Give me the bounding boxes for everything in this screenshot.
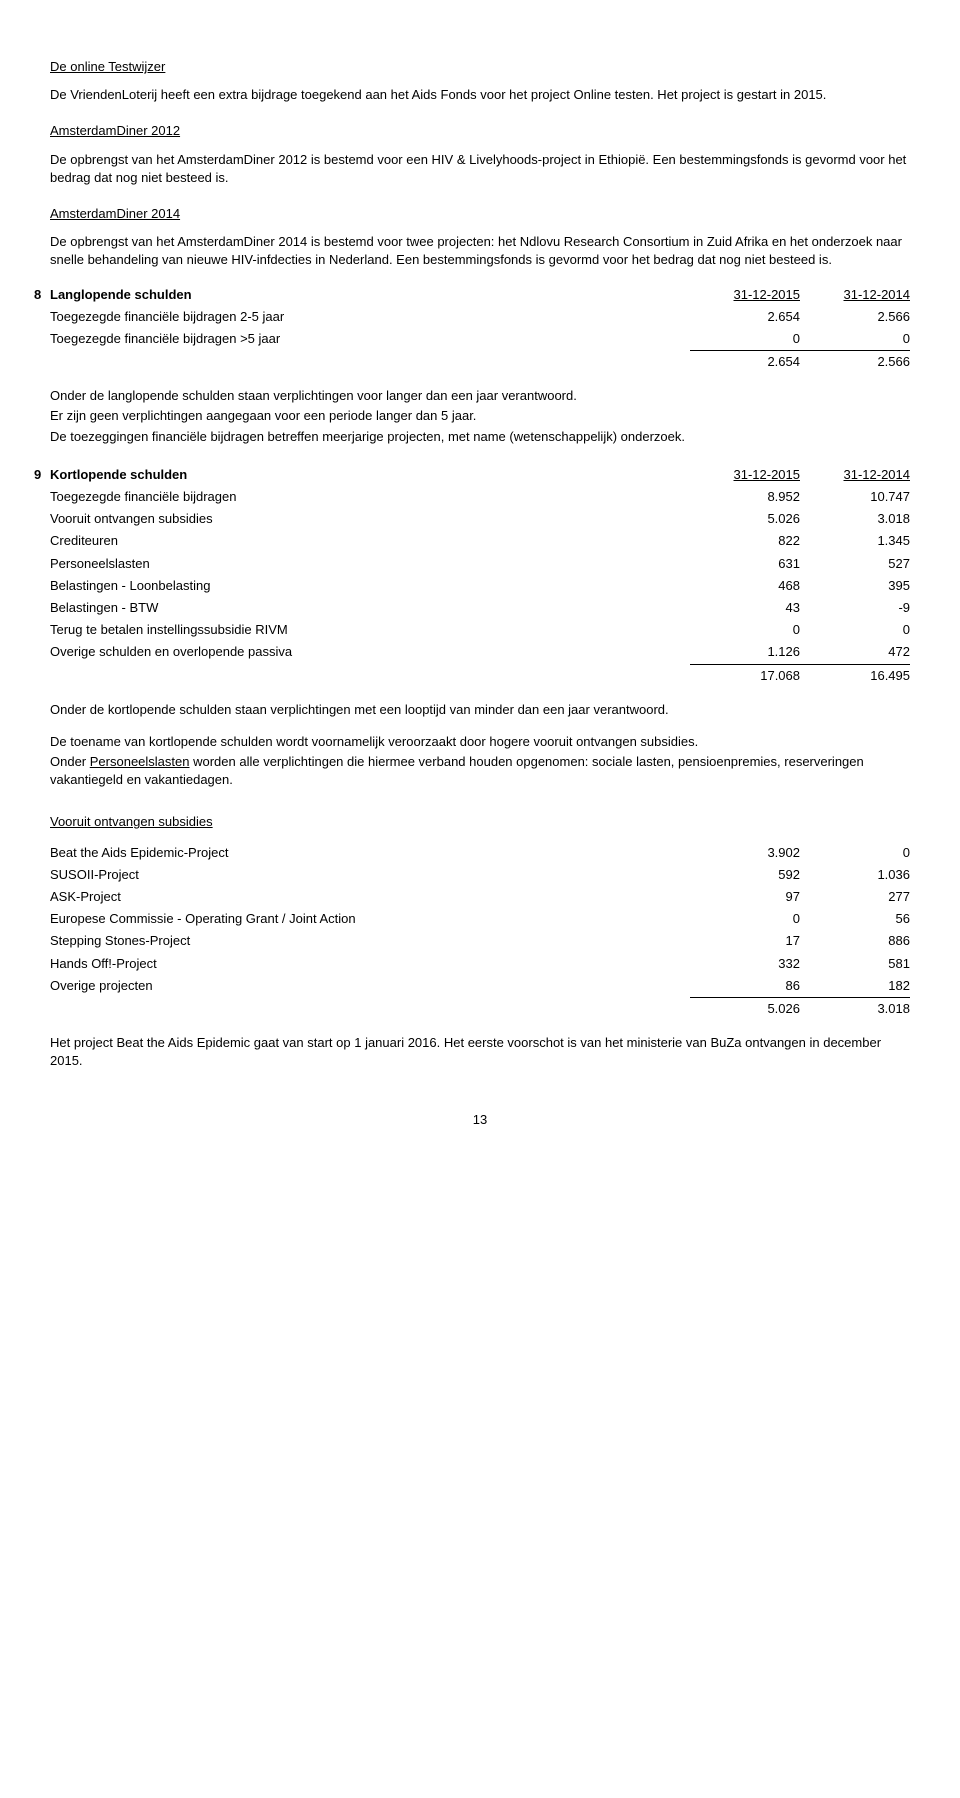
table-kortlopende-schulden: 9 Kortlopende schulden 31-12-2015 31-12-… xyxy=(50,464,910,687)
table-row: Toegezegde financiële bijdragen8.95210.7… xyxy=(50,486,910,508)
table-row: Toegezegde financiële bijdragen >5 jaar … xyxy=(50,328,910,351)
table8-title: Langlopende schulden xyxy=(50,286,192,304)
table-row: Stepping Stones-Project17886 xyxy=(50,930,910,952)
table-row: Vooruit ontvangen subsidies5.0263.018 xyxy=(50,508,910,530)
table-row: Overige projecten86182 xyxy=(50,975,910,998)
heading-testwijzer: De online Testwijzer xyxy=(50,58,910,76)
table-row: Beat the Aids Epidemic-Project3.9020 xyxy=(50,842,910,864)
note-kortlopende: De toename van kortlopende schulden word… xyxy=(50,733,910,790)
table-row: ASK-Project97277 xyxy=(50,886,910,908)
table-subsidies: Beat the Aids Epidemic-Project3.9020 SUS… xyxy=(50,842,910,1021)
heading-subsidies: Vooruit ontvangen subsidies xyxy=(50,813,910,831)
table-row-total: 5.026 3.018 xyxy=(50,997,910,1020)
table-row: Belastingen - Loonbelasting468395 xyxy=(50,575,910,597)
table-row: SUSOII-Project5921.036 xyxy=(50,864,910,886)
lead-num-9: 9 xyxy=(34,466,50,484)
table-row-total: 2.654 2.566 xyxy=(50,351,910,374)
lead-num-8: 8 xyxy=(34,286,50,304)
table-row: Personeelslasten631527 xyxy=(50,553,910,575)
table8-col1: 31-12-2015 xyxy=(690,284,800,306)
table-row: Europese Commissie - Operating Grant / J… xyxy=(50,908,910,930)
para-ad2012: De opbrengst van het AmsterdamDiner 2012… xyxy=(50,151,910,187)
table-row: Crediteuren8221.345 xyxy=(50,530,910,552)
table-row: Hands Off!-Project332581 xyxy=(50,953,910,975)
para-ad2014: De opbrengst van het AmsterdamDiner 2014… xyxy=(50,233,910,269)
para-beat-aids: Het project Beat the Aids Epidemic gaat … xyxy=(50,1034,910,1070)
heading-ad2014: AmsterdamDiner 2014 xyxy=(50,205,910,223)
table-row: Overige schulden en overlopende passiva1… xyxy=(50,641,910,664)
table-row: Belastingen - BTW43-9 xyxy=(50,597,910,619)
table-row-total: 17.068 16.495 xyxy=(50,664,910,687)
note-langlopende: Onder de langlopende schulden staan verp… xyxy=(50,387,910,446)
page-number: 13 xyxy=(50,1111,910,1129)
para-kortlopende-note1: Onder de kortlopende schulden staan verp… xyxy=(50,701,910,719)
table9-col2: 31-12-2014 xyxy=(800,464,910,486)
table9-title: Kortlopende schulden xyxy=(50,466,187,484)
table-row: Toegezegde financiële bijdragen 2-5 jaar… xyxy=(50,306,910,328)
heading-ad2012: AmsterdamDiner 2012 xyxy=(50,122,910,140)
table8-col2: 31-12-2014 xyxy=(800,284,910,306)
table-langlopende-schulden: 8 Langlopende schulden 31-12-2015 31-12-… xyxy=(50,284,910,374)
para-testwijzer: De VriendenLoterij heeft een extra bijdr… xyxy=(50,86,910,104)
table-row: Terug te betalen instellingssubsidie RIV… xyxy=(50,619,910,641)
table9-col1: 31-12-2015 xyxy=(690,464,800,486)
